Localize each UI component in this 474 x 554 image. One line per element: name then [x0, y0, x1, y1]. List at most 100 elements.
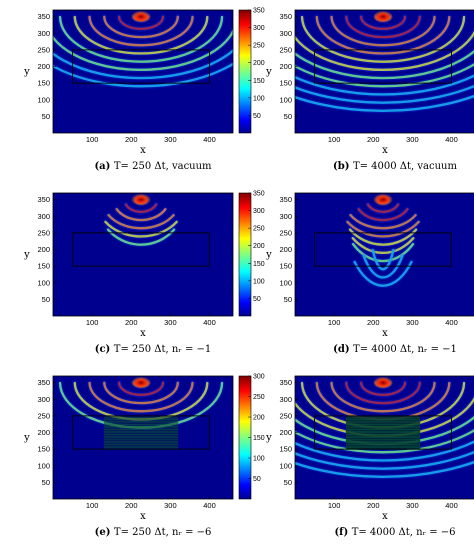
y-tick-label: 250: [37, 411, 50, 420]
panel-caption: (d) T= 4000 Δt, nᵣ = −1: [333, 344, 457, 355]
x-axis-label: x: [382, 145, 388, 156]
colorbar-tick-label: 200: [253, 60, 265, 67]
caption-label: (d): [333, 344, 353, 355]
x-axis-label: x: [140, 328, 146, 339]
wave-field: [295, 10, 474, 114]
y-tick-label: 150: [279, 262, 292, 271]
y-tick-label: 300: [37, 212, 50, 221]
x-tick-label: 400: [445, 135, 458, 144]
colorbar-tick-label: 50: [253, 113, 261, 120]
x-tick-label: 200: [367, 318, 380, 327]
caption-label: (c): [95, 344, 114, 355]
y-tick-label: 300: [279, 212, 292, 221]
wave-front: [53, 62, 233, 88]
source-hotspot: [373, 193, 394, 206]
wave-front: [348, 228, 418, 246]
wave-front: [330, 15, 436, 47]
colorbar-tick-label: 150: [253, 78, 265, 85]
y-tick-label: 150: [279, 79, 292, 88]
wave-front: [315, 15, 451, 55]
wave-front: [107, 213, 175, 230]
y-tick-label: 100: [37, 278, 50, 287]
colorbar-tick-label: 200: [253, 415, 265, 422]
y-tick-label: 250: [37, 228, 50, 237]
y-tick-label: 350: [37, 195, 50, 204]
x-axis-label: x: [140, 145, 146, 156]
y-tick-label: 300: [279, 29, 292, 38]
colorbar-tick-label: 150: [253, 261, 265, 268]
panel-caption: (e) T= 250 Δt, nᵣ = −6: [95, 527, 212, 538]
wave-front: [371, 248, 395, 271]
wave-front: [88, 381, 194, 413]
caption-text: T= 4000 Δt, vacuum: [353, 161, 458, 172]
wave-front: [345, 15, 421, 39]
y-tick-label: 250: [279, 228, 292, 237]
x-tick-label: 400: [203, 501, 216, 510]
wave-front: [300, 15, 466, 63]
wave-front: [124, 203, 158, 214]
y-tick-label: 300: [37, 395, 50, 404]
wave-field: [102, 193, 180, 248]
wave-front: [353, 260, 413, 287]
wave-front: [115, 208, 167, 222]
wave-front: [359, 15, 407, 31]
x-tick-label: 200: [367, 501, 380, 510]
slab-outline: [72, 232, 210, 267]
x-tick-label: 200: [125, 501, 138, 510]
y-tick-label: 100: [279, 95, 292, 104]
x-tick-label: 400: [445, 318, 458, 327]
wave-front: [362, 254, 404, 279]
y-tick-label: 200: [279, 428, 292, 437]
x-tick-label: 300: [164, 318, 177, 327]
plot-frame: [52, 192, 234, 317]
y-tick-label: 100: [37, 461, 50, 470]
y-tick-label: 200: [279, 62, 292, 71]
colorbar-tick-label: 300: [253, 374, 265, 381]
slab-field: [103, 415, 179, 450]
y-tick-label: 50: [42, 478, 50, 487]
source-hotspot: [131, 193, 152, 206]
wave-front: [357, 208, 409, 222]
x-tick-label: 100: [328, 501, 341, 510]
wave-front: [104, 220, 178, 238]
wave-front: [349, 213, 417, 230]
y-axis-label: y: [265, 250, 272, 261]
colorbar: [238, 9, 252, 134]
wave-front: [73, 15, 209, 55]
wave-front: [366, 203, 400, 214]
source-hotspot: [131, 376, 152, 389]
colorbar-tick-label: 300: [253, 208, 265, 215]
x-tick-label: 300: [406, 135, 419, 144]
wave-front: [106, 228, 176, 246]
y-tick-label: 50: [284, 478, 292, 487]
y-axis-label: y: [265, 433, 272, 444]
y-tick-label: 250: [37, 45, 50, 54]
x-tick-label: 200: [125, 318, 138, 327]
y-tick-label: 50: [42, 295, 50, 304]
x-tick-label: 400: [203, 318, 216, 327]
colorbar-tick-label: 100: [253, 456, 265, 463]
caption-text: T= 4000 Δt, nᵣ = −6: [352, 527, 456, 538]
slab-outline: [314, 232, 452, 267]
wave-front: [88, 15, 194, 47]
plot-frame: [294, 9, 474, 134]
wave-front: [295, 440, 474, 462]
y-axis-label: y: [23, 67, 30, 78]
colorbar-tick-label: 250: [253, 43, 265, 50]
wave-front: [351, 237, 415, 255]
x-axis-label: x: [382, 511, 388, 522]
wave-field: [53, 10, 233, 89]
slab-outline: [72, 415, 210, 450]
y-tick-label: 150: [37, 79, 50, 88]
y-tick-label: 50: [284, 112, 292, 121]
y-tick-label: 100: [279, 461, 292, 470]
panel-caption: (a) T= 250 Δt, vacuum: [94, 161, 212, 172]
y-tick-label: 100: [37, 95, 50, 104]
source-hotspot: [131, 10, 152, 23]
wave-front: [295, 460, 474, 479]
y-tick-label: 50: [42, 112, 50, 121]
panel-caption: (c) T= 250 Δt, nᵣ = −1: [95, 344, 212, 355]
y-tick-label: 200: [37, 62, 50, 71]
colorbar-tick-label: 300: [253, 25, 265, 32]
x-tick-label: 200: [125, 135, 138, 144]
